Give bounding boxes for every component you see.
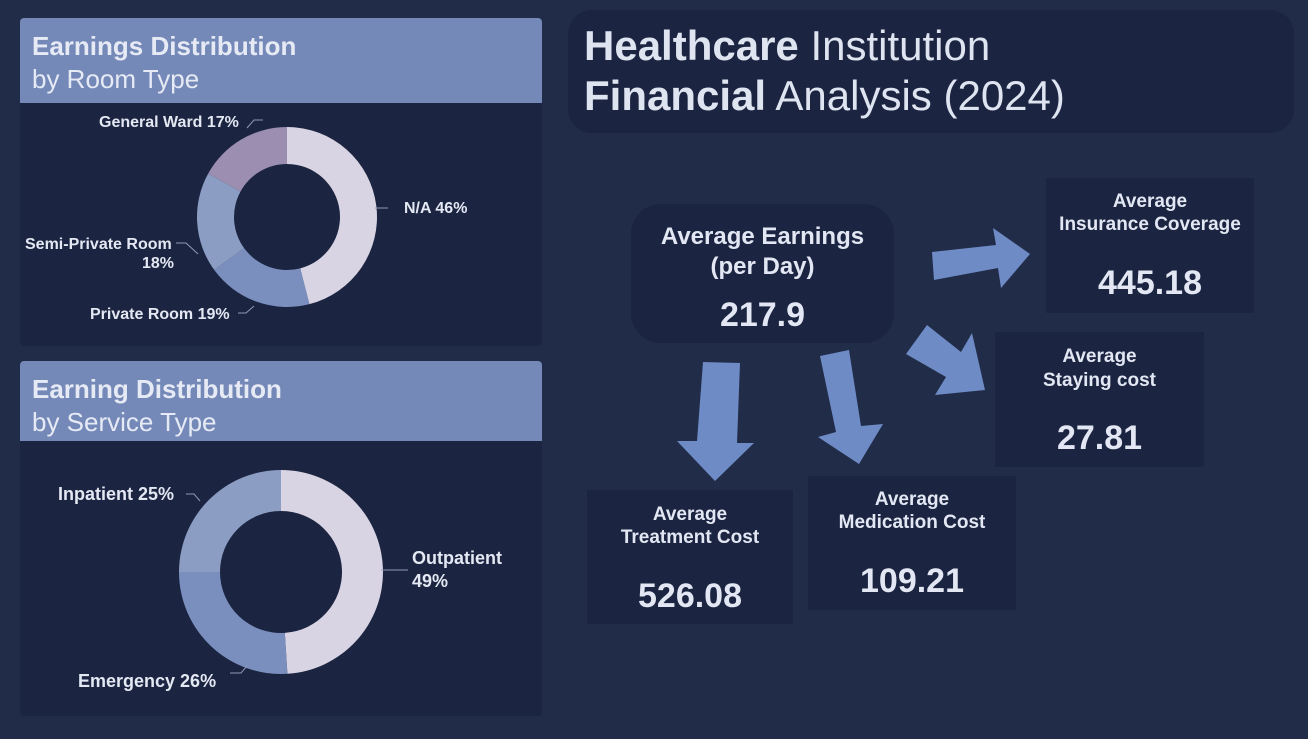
arrow-to-staying-icon (906, 325, 985, 395)
leader-line (176, 242, 199, 255)
dashboard-title-line1: Healthcare Institution (584, 22, 991, 69)
room-label-semi-private: Semi-Private Room (25, 236, 172, 253)
leader-line (230, 665, 248, 674)
arrow-to-treatment-icon (677, 362, 754, 481)
service-type-header: Earning Distribution by Service Type (20, 361, 542, 441)
service-label-outpatient: Outpatient (412, 548, 502, 568)
room-label-na: N/A 46% (404, 200, 467, 217)
kpi-staying-label1: Average (1062, 346, 1137, 367)
kpi-insurance-label1: Average (1112, 191, 1188, 212)
service-slice-inpatient (179, 470, 281, 572)
kpi-treatment-label2: Treatment Cost (620, 527, 760, 548)
dashboard-title-line2: Financial Analysis (2024) (584, 72, 1065, 119)
service-slice-emergency (179, 572, 288, 674)
dashboard-title-box: Healthcare Institution Financial Analysi… (568, 10, 1294, 133)
service-label-outpatient-pct: 49% (412, 571, 448, 591)
room-type-subtitle: by Room Type (32, 64, 200, 94)
kpi-average-insurance: Average Insurance Coverage 445.18 (1046, 178, 1254, 313)
room-type-panel: Earnings Distribution by Room Type N/A 4… (20, 18, 542, 346)
kpi-staying-label2: Staying cost (1043, 370, 1156, 391)
room-slice-private-room (214, 248, 310, 308)
service-type-donut-chart: Outpatient 49% Emergency 26% Inpatient 2… (58, 470, 502, 691)
kpi-average-treatment: Average Treatment Cost 526.08 (587, 490, 793, 624)
kpi-average-earnings: Average Earnings (per Day) 217.9 (631, 204, 894, 343)
room-type-title: Earnings Distribution (32, 31, 297, 61)
arrow-to-medication-icon (818, 350, 883, 464)
kpi-average-medication: Average Medication Cost 109.21 (808, 476, 1016, 610)
room-label-private: Private Room 19% (90, 306, 230, 323)
kpi-treatment-value: 526.08 (638, 577, 742, 615)
kpi-earnings-label1: Average Earnings (660, 223, 865, 250)
kpi-insurance-value: 445.18 (1098, 264, 1202, 302)
kpi-average-staying: Average Staying cost 27.81 (995, 332, 1204, 467)
leader-line (246, 119, 263, 129)
room-slice-n-a (287, 127, 378, 305)
service-type-panel: Earning Distribution by Service Type Out… (20, 361, 542, 716)
service-label-inpatient: Inpatient 25% (58, 484, 174, 504)
kpi-treatment-label1: Average (652, 504, 728, 525)
service-type-subtitle: by Service Type (32, 407, 217, 437)
kpi-earnings-value: 217.9 (719, 296, 806, 334)
kpi-earnings-label2: (per Day) (710, 253, 815, 280)
service-label-emergency: Emergency 26% (78, 671, 216, 691)
room-type-donut-chart: N/A 46% Private Room 19% Semi-Private Ro… (25, 114, 467, 323)
room-type-header: Earnings Distribution by Room Type (20, 18, 542, 103)
leader-line (238, 305, 255, 314)
room-label-semi-private-pct: 18% (142, 255, 174, 272)
room-label-general-ward: General Ward 17% (99, 114, 239, 131)
kpi-medication-value: 109.21 (860, 562, 964, 600)
kpi-insurance-label2: Insurance Coverage (1059, 214, 1241, 235)
room-slice-semi-private-room (197, 173, 245, 270)
kpi-medication-label1: Average (874, 489, 950, 510)
room-slice-general-ward (208, 127, 287, 192)
arrow-to-insurance-icon (932, 228, 1030, 288)
kpi-staying-value: 27.81 (1056, 419, 1143, 457)
service-slice-outpatient (281, 470, 384, 674)
leader-line (186, 493, 201, 502)
service-type-title: Earning Distribution (32, 374, 282, 404)
kpi-medication-label2: Medication Cost (838, 512, 986, 533)
